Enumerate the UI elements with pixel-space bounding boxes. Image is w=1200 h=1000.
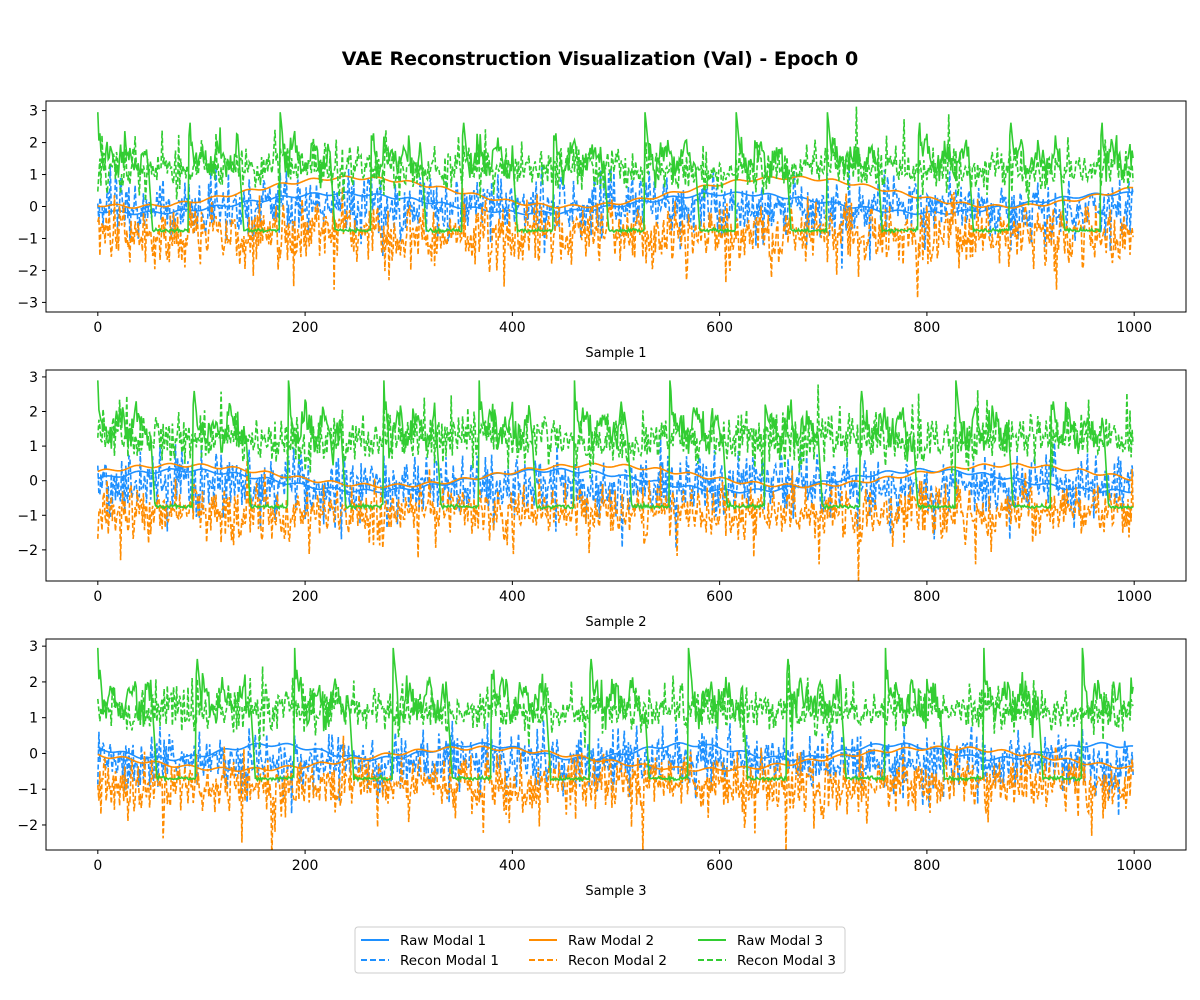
x-tick-label: 400 (499, 320, 526, 336)
axes-frame (45, 638, 1187, 851)
y-tick-label: 0 (29, 746, 38, 762)
x-tick-label: 800 (914, 320, 941, 336)
y-tick-label: −1 (17, 508, 38, 524)
x-tick-label: 0 (93, 589, 102, 605)
legend-box (354, 926, 846, 974)
x-tick-label: 0 (93, 320, 102, 336)
series-line-raw-modal-2 (97, 462, 1134, 489)
x-tick-label: 1000 (1116, 858, 1152, 874)
legend: Raw Modal 1 Recon Modal 1 Raw Modal 2 Recon… (354, 926, 846, 974)
y-tick-label: 1 (29, 168, 38, 184)
x-tick-label: 600 (706, 589, 733, 605)
x-axis-label: Sample 3 (585, 884, 646, 899)
series-line-raw-modal-3 (97, 647, 1134, 783)
y-tick-label: 3 (29, 639, 38, 655)
x-tick-label: 200 (292, 858, 319, 874)
chart-title: VAE Reconstruction Visualization (Val) -… (342, 48, 858, 70)
legend-item-recon-modal-2: Recon Modal 2 (529, 953, 667, 969)
series-line-recon-modal-1 (97, 435, 1134, 549)
y-tick-label: 3 (29, 104, 38, 120)
series-line-recon-modal-3 (97, 663, 1134, 750)
series-line-recon-modal-1 (97, 719, 1134, 816)
y-tick-label: 2 (29, 405, 38, 421)
x-tick-label: 600 (706, 858, 733, 874)
legend-label: Recon Modal 1 (400, 953, 499, 969)
y-tick-label: −2 (17, 543, 38, 559)
series-line-recon-modal-3 (97, 106, 1134, 206)
y-tick-label: −1 (17, 782, 38, 798)
plot-area (97, 380, 1134, 581)
plot-area (97, 106, 1134, 298)
series-line-raw-modal-1 (97, 467, 1134, 494)
x-tick-label: 800 (914, 589, 941, 605)
series-line-raw-modal-2 (97, 745, 1134, 773)
legend-item-recon-modal-1: Recon Modal 1 (361, 953, 499, 969)
x-tick-label: 200 (292, 320, 319, 336)
y-tick-label: −2 (17, 263, 38, 279)
x-tick-label: 400 (499, 858, 526, 874)
y-tick-label: 0 (29, 200, 38, 216)
y-tick-label: −2 (17, 818, 38, 834)
y-tick-label: 2 (29, 675, 38, 691)
series-line-recon-modal-1 (97, 163, 1134, 269)
legend-item-recon-modal-3: Recon Modal 3 (698, 953, 836, 969)
y-tick-label: 1 (29, 711, 38, 727)
x-tick-label: 1000 (1116, 589, 1152, 605)
y-tick-label: −3 (17, 295, 38, 311)
axes-frame (45, 369, 1187, 582)
series-line-recon-modal-2 (97, 187, 1134, 298)
y-tick-label: 1 (29, 439, 38, 455)
x-axis-label: Sample 2 (585, 615, 646, 630)
x-tick-label: 600 (706, 320, 733, 336)
series-line-recon-modal-3 (97, 384, 1134, 479)
y-tick-label: 2 (29, 136, 38, 152)
legend-label: Raw Modal 3 (737, 933, 823, 949)
x-tick-label: 400 (499, 589, 526, 605)
y-tick-label: 3 (29, 370, 38, 386)
x-axis-label: Sample 1 (585, 346, 646, 361)
legend-item-raw-modal-3: Raw Modal 3 (698, 933, 823, 949)
x-tick-label: 0 (93, 858, 102, 874)
y-tick-label: −1 (17, 231, 38, 247)
y-tick-label: 0 (29, 474, 38, 490)
series-line-recon-modal-2 (97, 459, 1134, 581)
series-line-raw-modal-2 (97, 175, 1134, 209)
legend-label: Recon Modal 2 (568, 953, 667, 969)
plot-area (97, 647, 1134, 850)
legend-label: Raw Modal 2 (568, 933, 654, 949)
legend-item-raw-modal-2: Raw Modal 2 (529, 933, 654, 949)
x-tick-label: 800 (914, 858, 941, 874)
series-line-recon-modal-2 (97, 735, 1134, 850)
legend-label: Raw Modal 1 (400, 933, 486, 949)
x-tick-label: 1000 (1116, 320, 1152, 336)
subplot-2: 0 200 400 600 800 1000 −2 −1 0 1 2 3 Sample 2 (17, 369, 1187, 630)
subplot-1: 0 200 400 600 800 1000 −3 −2 −1 0 1 2 3 Sample 1 (17, 100, 1187, 361)
x-tick-label: 200 (292, 589, 319, 605)
legend-item-raw-modal-1: Raw Modal 1 (361, 933, 486, 949)
series-line-raw-modal-1 (97, 741, 1134, 762)
subplot-3: 0 200 400 600 800 1000 −2 −1 0 1 2 3 Sample 3 (17, 638, 1187, 899)
legend-label: Recon Modal 3 (737, 953, 836, 969)
